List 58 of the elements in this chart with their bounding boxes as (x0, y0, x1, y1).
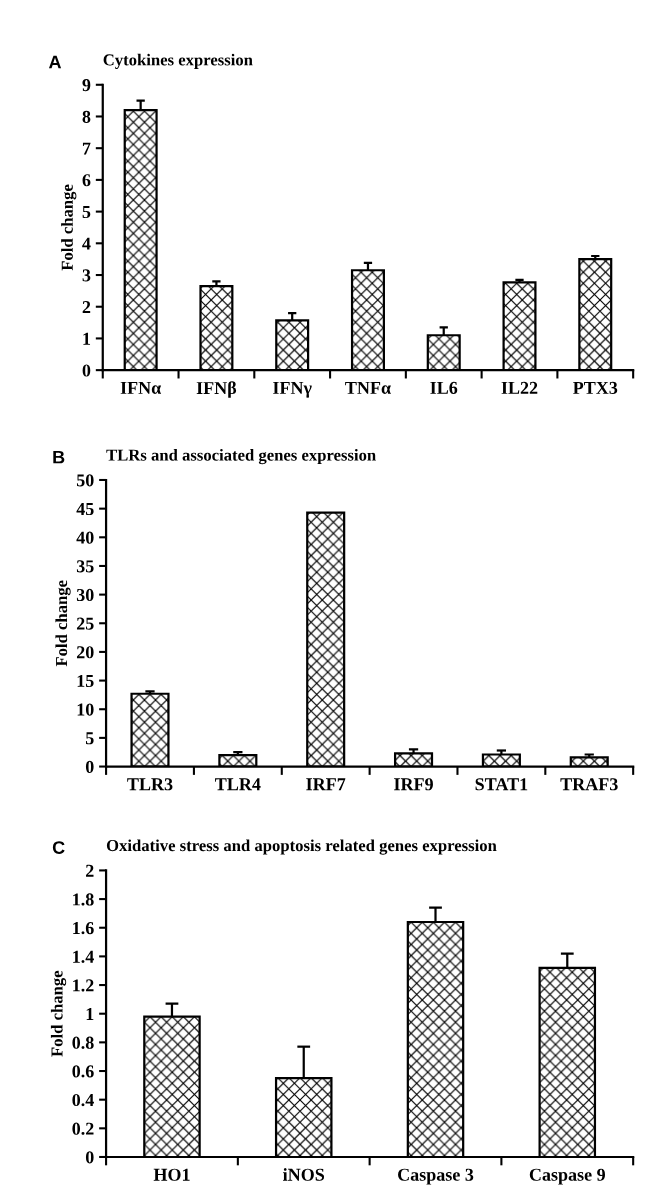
y-tick-label: 1.4 (73, 950, 94, 963)
x-tick-label: PTX3 (573, 381, 618, 394)
y-tick-label: 0 (85, 1151, 94, 1164)
y-tick-label: 2 (82, 301, 91, 313)
y-tick-label: 1 (86, 1008, 94, 1020)
y-tick-label: 0.2 (72, 1122, 94, 1135)
x-tick-label: Caspase 9 (529, 1168, 605, 1185)
x-tick-label: IL22 (501, 381, 538, 394)
x-tick-label: TLR4 (215, 778, 261, 791)
x-tick-label: IRF9 (394, 778, 433, 791)
y-tick-label: 5 (82, 206, 91, 219)
y-tick-label: 6 (82, 174, 91, 187)
y-tick-label: 7 (82, 142, 91, 155)
y-tick-label: 0.8 (72, 1036, 94, 1049)
y-tick-label: 35 (76, 560, 94, 573)
chart-title: TLRs and associated genes expression (106, 448, 376, 465)
x-tick-label: IFNγ (273, 381, 312, 398)
y-tick-label: 40 (76, 531, 94, 544)
y-tick-label: 2 (86, 864, 94, 877)
x-tick-label: IL6 (430, 381, 458, 394)
x-tick-label: IFNβ (196, 381, 237, 398)
x-tick-label: IFNα (120, 381, 162, 394)
chart-title: Oxidative stress and apoptosis related genes expression (106, 839, 497, 855)
x-tick-label: TRAF3 (560, 778, 618, 791)
y-tick-label: 8 (82, 110, 91, 123)
x-tick-label: TLR3 (127, 778, 173, 791)
y-axis-title: Fold change (61, 184, 77, 271)
text: B (53, 450, 65, 464)
x-tick-label: iNOS (283, 1168, 325, 1181)
y-tick-label: 0.6 (72, 1065, 94, 1078)
y-tick-label: 1 (83, 332, 91, 345)
y-tick-label: 25 (76, 617, 94, 630)
y-tick-label: 20 (76, 646, 94, 659)
x-tick-label: STAT1 (475, 778, 528, 791)
y-axis-title: Fold change (55, 580, 71, 667)
y-axis-title: Fold change (50, 970, 67, 1057)
chart-title: Cytokines expression (103, 53, 253, 69)
y-tick-label: 9 (82, 79, 91, 92)
x-tick-label: TNFα (345, 381, 391, 394)
text: A (48, 55, 62, 69)
y-tick-label: 45 (76, 503, 94, 516)
y-tick-label: 50 (76, 474, 94, 487)
y-tick-label: 0.4 (72, 1093, 94, 1107)
y-tick-label: 3 (82, 269, 91, 282)
text: C (52, 841, 65, 854)
y-tick-label: 30 (76, 588, 94, 602)
y-tick-label: 1.2 (73, 979, 94, 992)
x-tick-label: Caspase 3 (398, 1168, 474, 1185)
y-tick-label: 0 (85, 760, 94, 773)
x-tick-label: HO1 (153, 1168, 190, 1181)
x-tick-label: IRF7 (306, 778, 346, 791)
y-tick-label: 5 (85, 732, 94, 745)
y-tick-label: 4 (82, 237, 91, 250)
y-tick-label: 1.8 (73, 893, 94, 906)
y-tick-label: 0 (82, 364, 91, 377)
y-tick-label: 10 (77, 703, 94, 716)
y-tick-label: 1.6 (73, 922, 94, 935)
y-tick-label: 15 (77, 674, 94, 688)
